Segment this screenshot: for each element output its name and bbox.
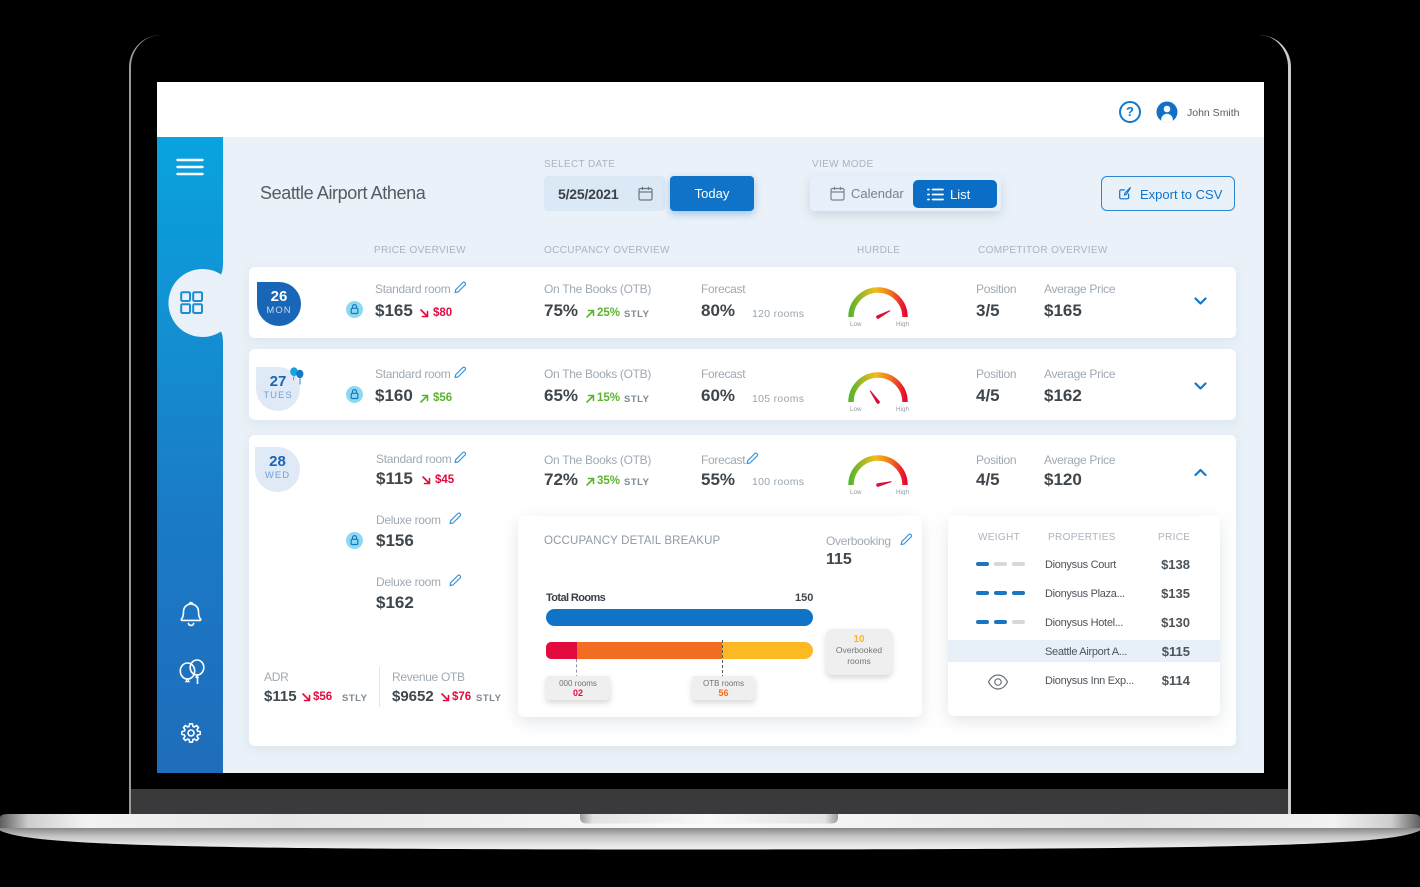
svg-text:Low: Low: [850, 489, 862, 495]
svg-text:Low: Low: [850, 406, 862, 412]
svg-text:High: High: [896, 321, 909, 327]
svg-text:High: High: [896, 489, 909, 495]
svg-text:High: High: [896, 406, 909, 412]
svg-text:Low: Low: [850, 321, 862, 327]
